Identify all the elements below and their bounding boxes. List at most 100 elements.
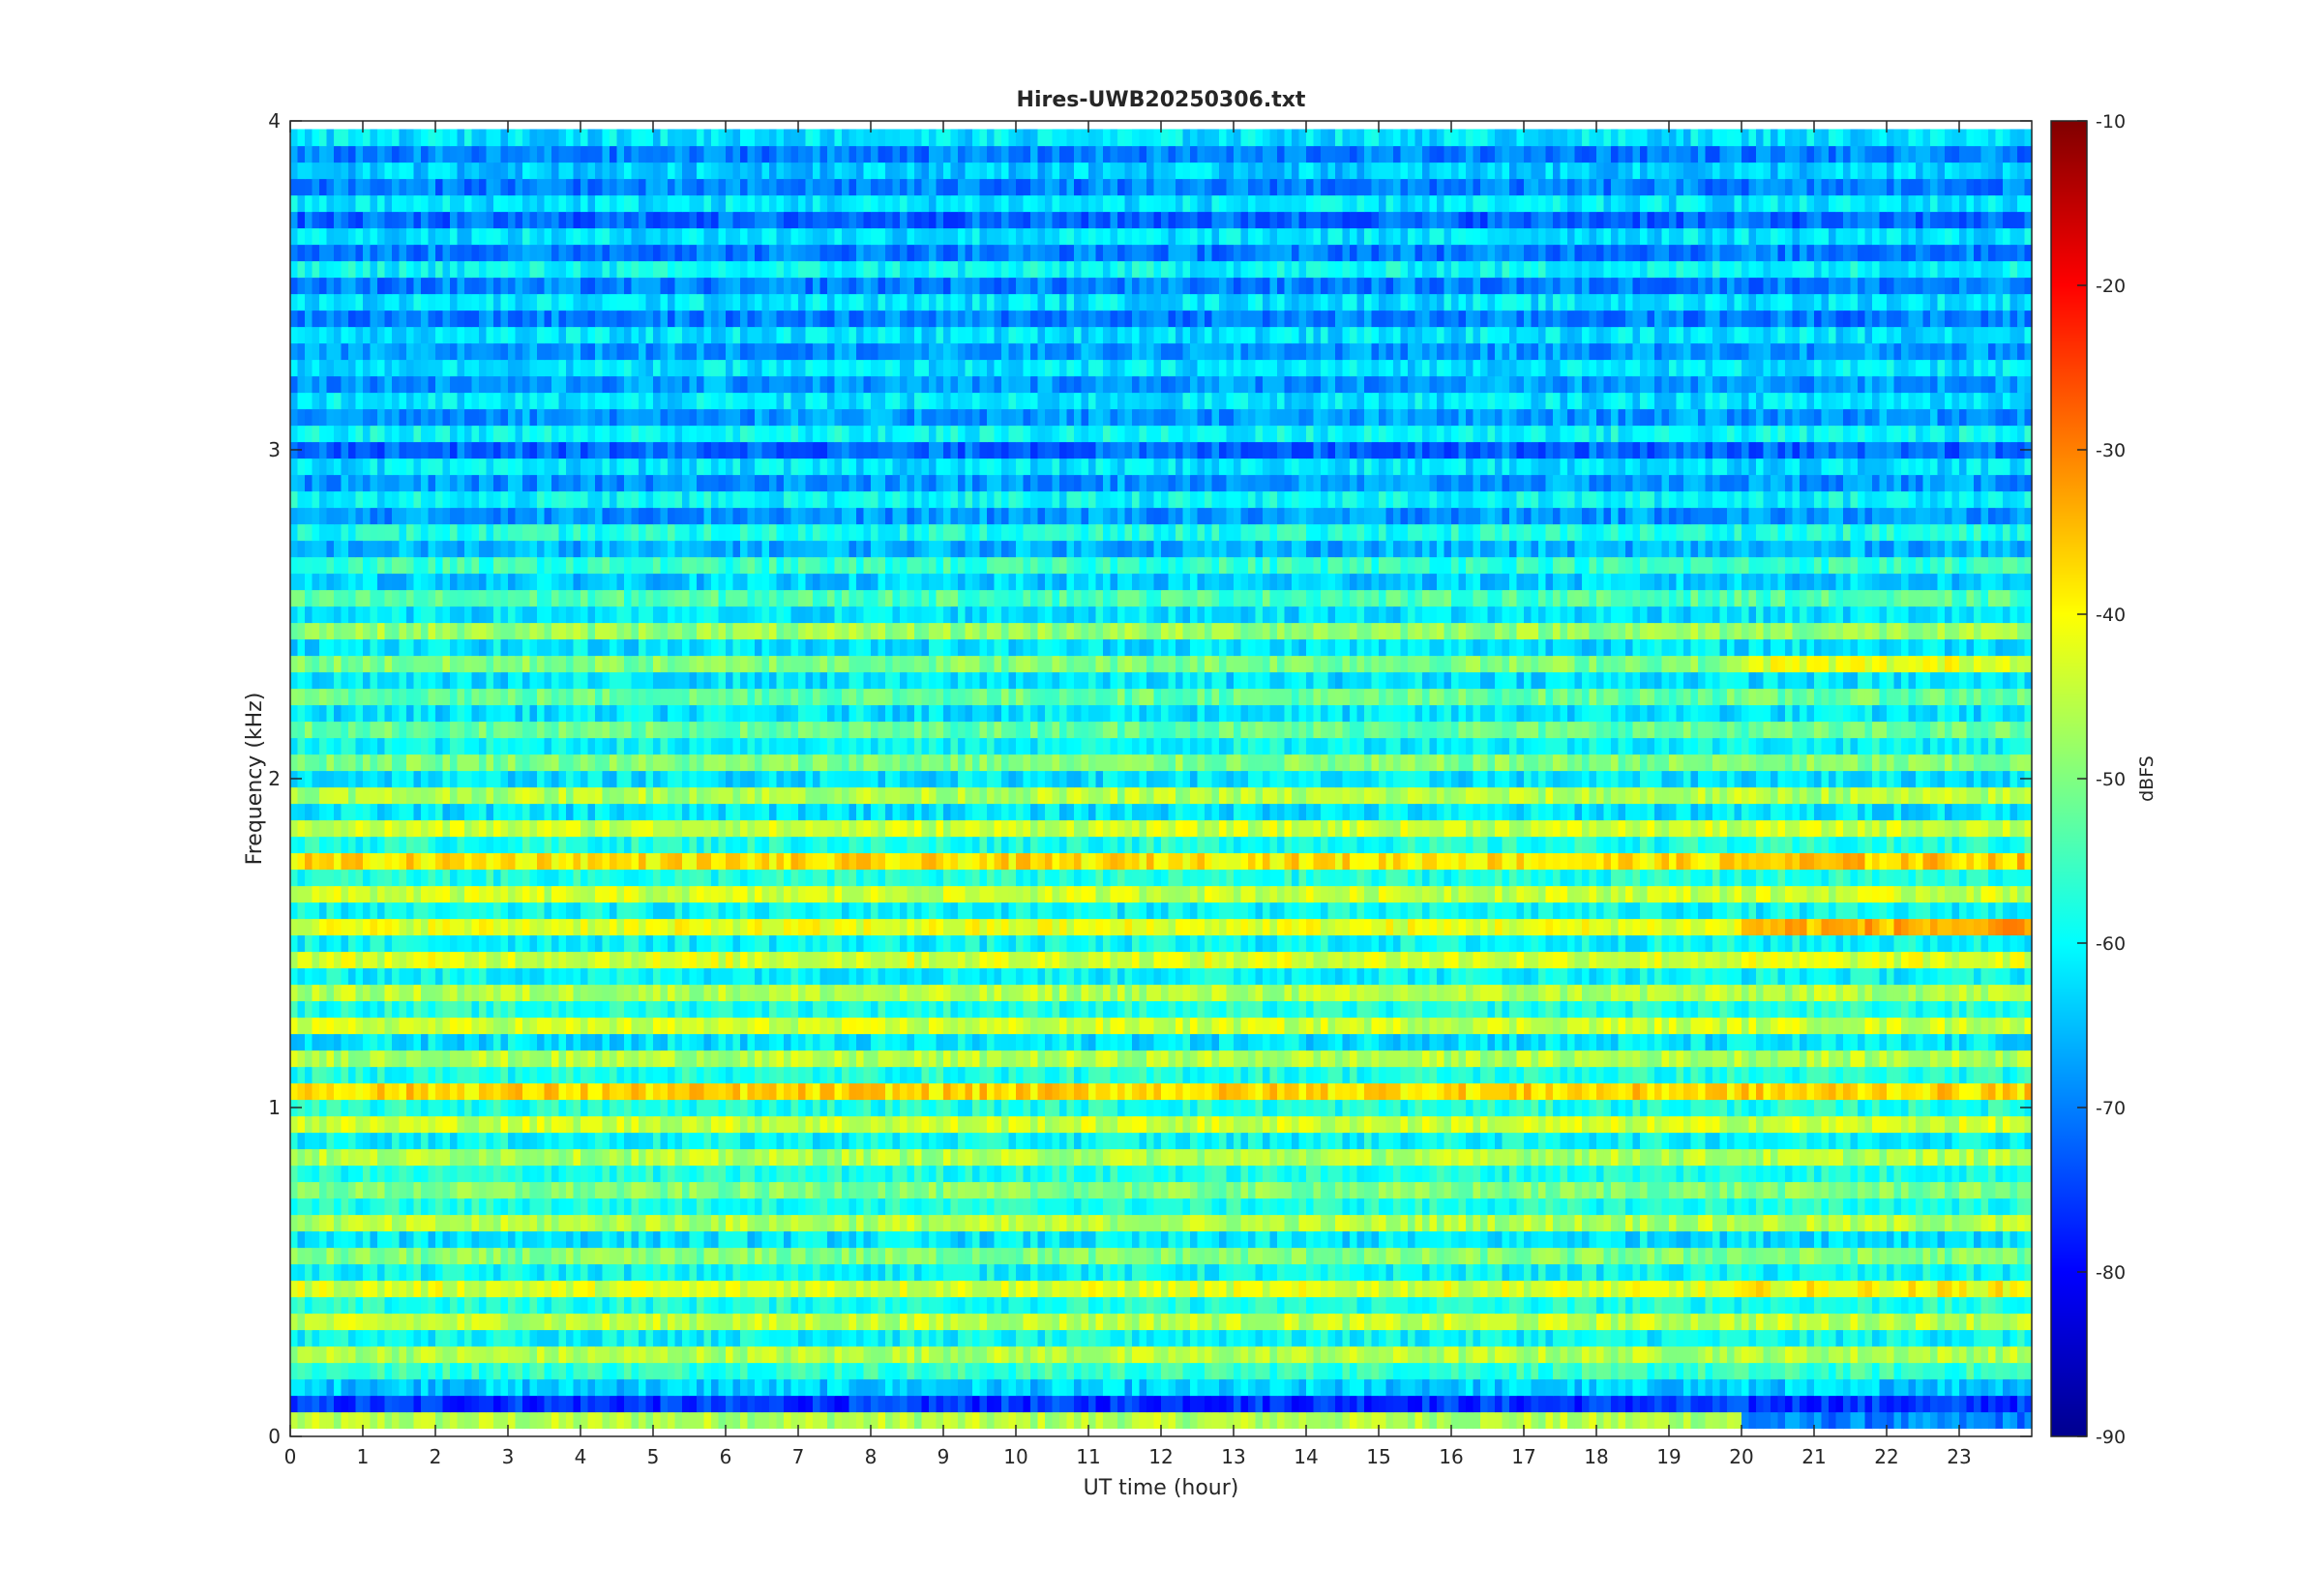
heatmap-cell bbox=[1640, 1132, 1649, 1150]
heatmap-cell bbox=[1313, 1115, 1322, 1134]
heatmap-cell bbox=[464, 1132, 473, 1150]
heatmap-cell bbox=[500, 1132, 509, 1150]
heatmap-cell bbox=[602, 1181, 610, 1199]
heatmap-cell bbox=[813, 1115, 821, 1134]
heatmap-cell bbox=[726, 1247, 734, 1265]
heatmap-cell bbox=[1683, 1313, 1692, 1331]
heatmap-cell bbox=[442, 1378, 451, 1397]
heatmap-cell bbox=[1916, 1411, 1924, 1430]
heatmap-cell bbox=[1182, 1378, 1191, 1397]
heatmap-cell bbox=[805, 1115, 814, 1134]
heatmap-cell bbox=[842, 1230, 850, 1249]
heatmap-cell bbox=[1930, 1411, 1939, 1430]
heatmap-cell bbox=[900, 1411, 908, 1430]
heatmap-cell bbox=[798, 1082, 807, 1101]
heatmap-cell bbox=[1669, 1099, 1678, 1117]
heatmap-cell bbox=[1698, 1214, 1707, 1232]
heatmap-cell bbox=[1727, 1411, 1736, 1430]
heatmap-cell bbox=[1110, 1132, 1118, 1150]
heatmap-cell bbox=[450, 1296, 459, 1315]
heatmap-cell bbox=[1008, 1214, 1017, 1232]
heatmap-cell bbox=[1161, 1148, 1170, 1167]
heatmap-cell bbox=[587, 1280, 596, 1298]
heatmap-cell bbox=[1567, 1263, 1576, 1282]
heatmap-cell bbox=[653, 1214, 662, 1232]
heatmap-cell bbox=[1800, 1115, 1808, 1134]
heatmap-cell bbox=[689, 1280, 698, 1298]
heatmap-cell bbox=[1451, 1395, 1460, 1413]
heatmap-cell bbox=[1110, 1411, 1118, 1430]
heatmap-cell bbox=[493, 1378, 502, 1397]
heatmap-cell bbox=[566, 1197, 575, 1216]
heatmap-cell bbox=[515, 1132, 523, 1150]
heatmap-cell bbox=[1930, 1263, 1939, 1282]
heatmap-cell bbox=[776, 1148, 785, 1167]
heatmap-cell bbox=[900, 1247, 908, 1265]
heatmap-cell bbox=[1908, 1345, 1917, 1364]
heatmap-cell bbox=[1255, 1132, 1264, 1150]
heatmap-cell bbox=[784, 1148, 792, 1167]
heatmap-cell bbox=[1277, 1247, 1286, 1265]
heatmap-cell bbox=[587, 1378, 596, 1397]
heatmap-cell bbox=[1785, 1132, 1794, 1150]
heatmap-cell bbox=[1385, 1181, 1394, 1199]
heatmap-cell bbox=[1444, 1132, 1452, 1150]
heatmap-cell bbox=[827, 1280, 836, 1298]
heatmap-cell bbox=[1234, 1099, 1242, 1117]
heatmap-cell bbox=[1654, 1115, 1663, 1134]
heatmap-cell bbox=[1321, 1197, 1329, 1216]
heatmap-cell bbox=[1756, 1099, 1765, 1117]
heatmap-cell bbox=[842, 1115, 850, 1134]
heatmap-cell bbox=[1037, 1395, 1046, 1413]
heatmap-cell bbox=[1640, 1362, 1649, 1380]
heatmap-cell bbox=[1647, 1165, 1655, 1183]
heatmap-cell bbox=[428, 1362, 436, 1380]
heatmap-cell bbox=[529, 1280, 538, 1298]
heatmap-cell bbox=[377, 1362, 386, 1380]
heatmap-cell bbox=[587, 1247, 596, 1265]
heatmap-cell bbox=[450, 1378, 459, 1397]
heatmap-cell bbox=[1429, 1165, 1438, 1183]
heatmap-cell bbox=[1081, 1099, 1089, 1117]
heatmap-cell bbox=[413, 1197, 422, 1216]
heatmap-cell bbox=[950, 1345, 959, 1364]
heatmap-cell bbox=[500, 1345, 509, 1364]
heatmap-cell bbox=[863, 1329, 872, 1347]
heatmap-cell bbox=[406, 1148, 415, 1167]
heatmap-cell bbox=[558, 1378, 567, 1397]
heatmap-cell bbox=[1538, 1230, 1547, 1249]
heatmap-cell bbox=[1074, 1247, 1083, 1265]
heatmap-cell bbox=[1864, 1362, 1873, 1380]
heatmap-cell bbox=[1930, 1230, 1939, 1249]
heatmap-cell bbox=[1182, 1082, 1191, 1101]
heatmap-cell bbox=[740, 1313, 749, 1331]
heatmap-cell bbox=[1466, 1132, 1474, 1150]
heatmap-cell bbox=[834, 1280, 843, 1298]
heatmap-cell bbox=[929, 1329, 938, 1347]
heatmap-cell bbox=[697, 1132, 705, 1150]
heatmap-cell bbox=[936, 1263, 944, 1282]
heatmap-cell bbox=[1030, 1230, 1039, 1249]
heatmap-cell bbox=[965, 1280, 973, 1298]
heatmap-cell bbox=[1835, 1165, 1844, 1183]
heatmap-cell bbox=[1502, 1280, 1510, 1298]
heatmap-cell bbox=[1829, 1280, 1837, 1298]
heatmap-cell bbox=[1342, 1313, 1351, 1331]
heatmap-cell bbox=[1081, 1296, 1089, 1315]
heatmap-cell bbox=[682, 1099, 691, 1117]
heatmap-cell bbox=[471, 1411, 480, 1430]
heatmap-cell bbox=[798, 1313, 807, 1331]
heatmap-cell bbox=[1153, 1329, 1162, 1347]
heatmap-cell bbox=[1625, 1296, 1634, 1315]
heatmap-cell bbox=[1480, 1411, 1489, 1430]
heatmap-cell bbox=[1371, 1411, 1380, 1430]
heatmap-cell bbox=[1292, 1378, 1300, 1397]
heatmap-cell bbox=[1458, 1132, 1467, 1150]
heatmap-cell bbox=[848, 1148, 857, 1167]
heatmap-cell bbox=[558, 1132, 567, 1150]
heatmap-cell bbox=[1001, 1214, 1010, 1232]
heatmap-cell bbox=[290, 1362, 299, 1380]
heatmap-cell bbox=[558, 1247, 567, 1265]
heatmap-cell bbox=[755, 1378, 763, 1397]
heatmap-cell bbox=[1574, 1197, 1583, 1216]
